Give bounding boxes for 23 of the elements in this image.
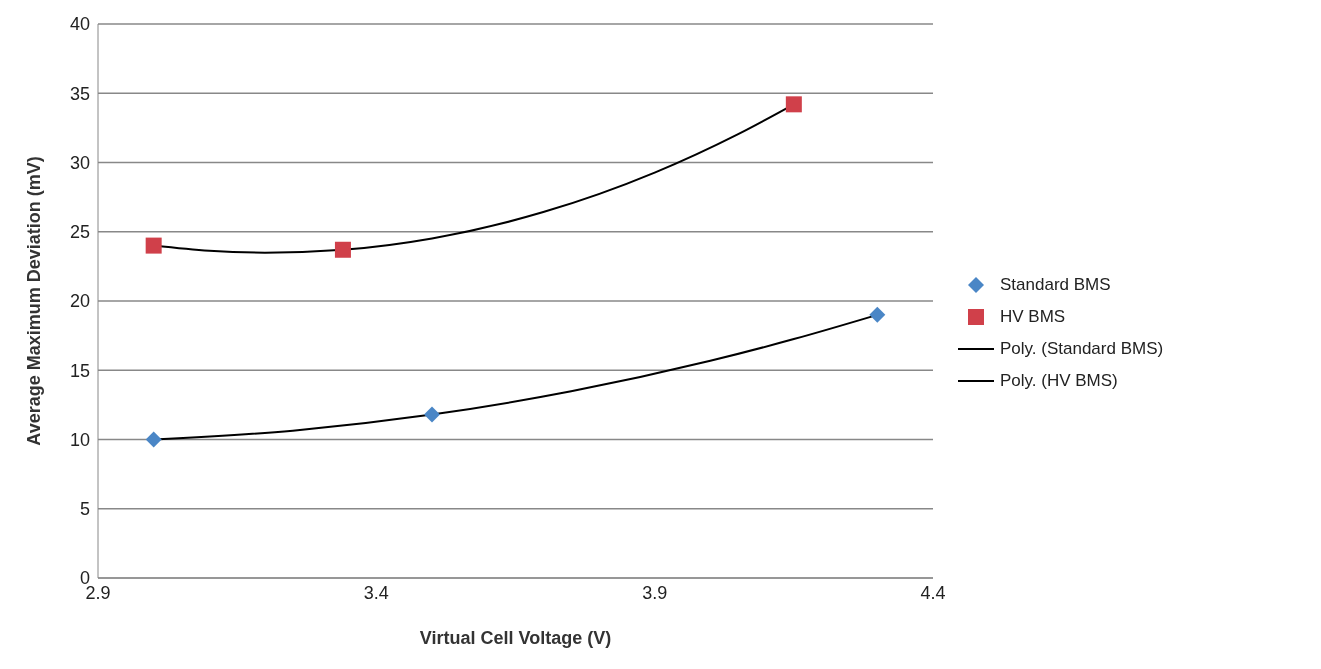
point (145, 431, 162, 448)
y-tick-label: 30 (69, 152, 90, 173)
y-tick-label: 5 (79, 499, 90, 520)
point (869, 306, 886, 323)
legend-label: Poly. (Standard BMS) (1000, 339, 1164, 359)
point (334, 241, 351, 258)
point (145, 237, 162, 254)
point (785, 96, 802, 113)
x-tick-label: 3.4 (363, 582, 389, 603)
x-axis-title: Virtual Cell Voltage (V) (419, 628, 612, 648)
point (424, 406, 440, 423)
y-tick-label: 25 (69, 222, 90, 243)
x-tick-label: 4.4 (920, 582, 946, 603)
y-tick-label: 40 (69, 14, 90, 35)
x-tick-label: 3.9 (642, 582, 668, 603)
y-tick-label: 35 (69, 83, 90, 104)
y-tick-label: 20 (69, 291, 90, 312)
y-tick-label: 15 (69, 360, 90, 381)
legend-label: Standard BMS (1000, 275, 1111, 295)
legend-label: HV BMS (1000, 307, 1066, 327)
legend-label: Poly. (HV BMS) (1000, 371, 1118, 391)
y-tick-label: 10 (69, 429, 90, 450)
y-axis-title: Average Maximum Deviation (mV) (24, 156, 45, 446)
